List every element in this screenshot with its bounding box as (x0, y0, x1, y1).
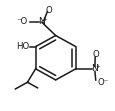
Text: +: + (94, 64, 99, 69)
Text: O: O (45, 6, 52, 15)
Text: ⁻O: ⁻O (16, 17, 27, 26)
Text: O⁻: O⁻ (96, 78, 108, 87)
Text: +: + (42, 17, 47, 22)
Text: N: N (90, 64, 97, 73)
Text: O: O (91, 50, 98, 59)
Text: N: N (38, 17, 45, 26)
Text: HO: HO (16, 42, 29, 51)
